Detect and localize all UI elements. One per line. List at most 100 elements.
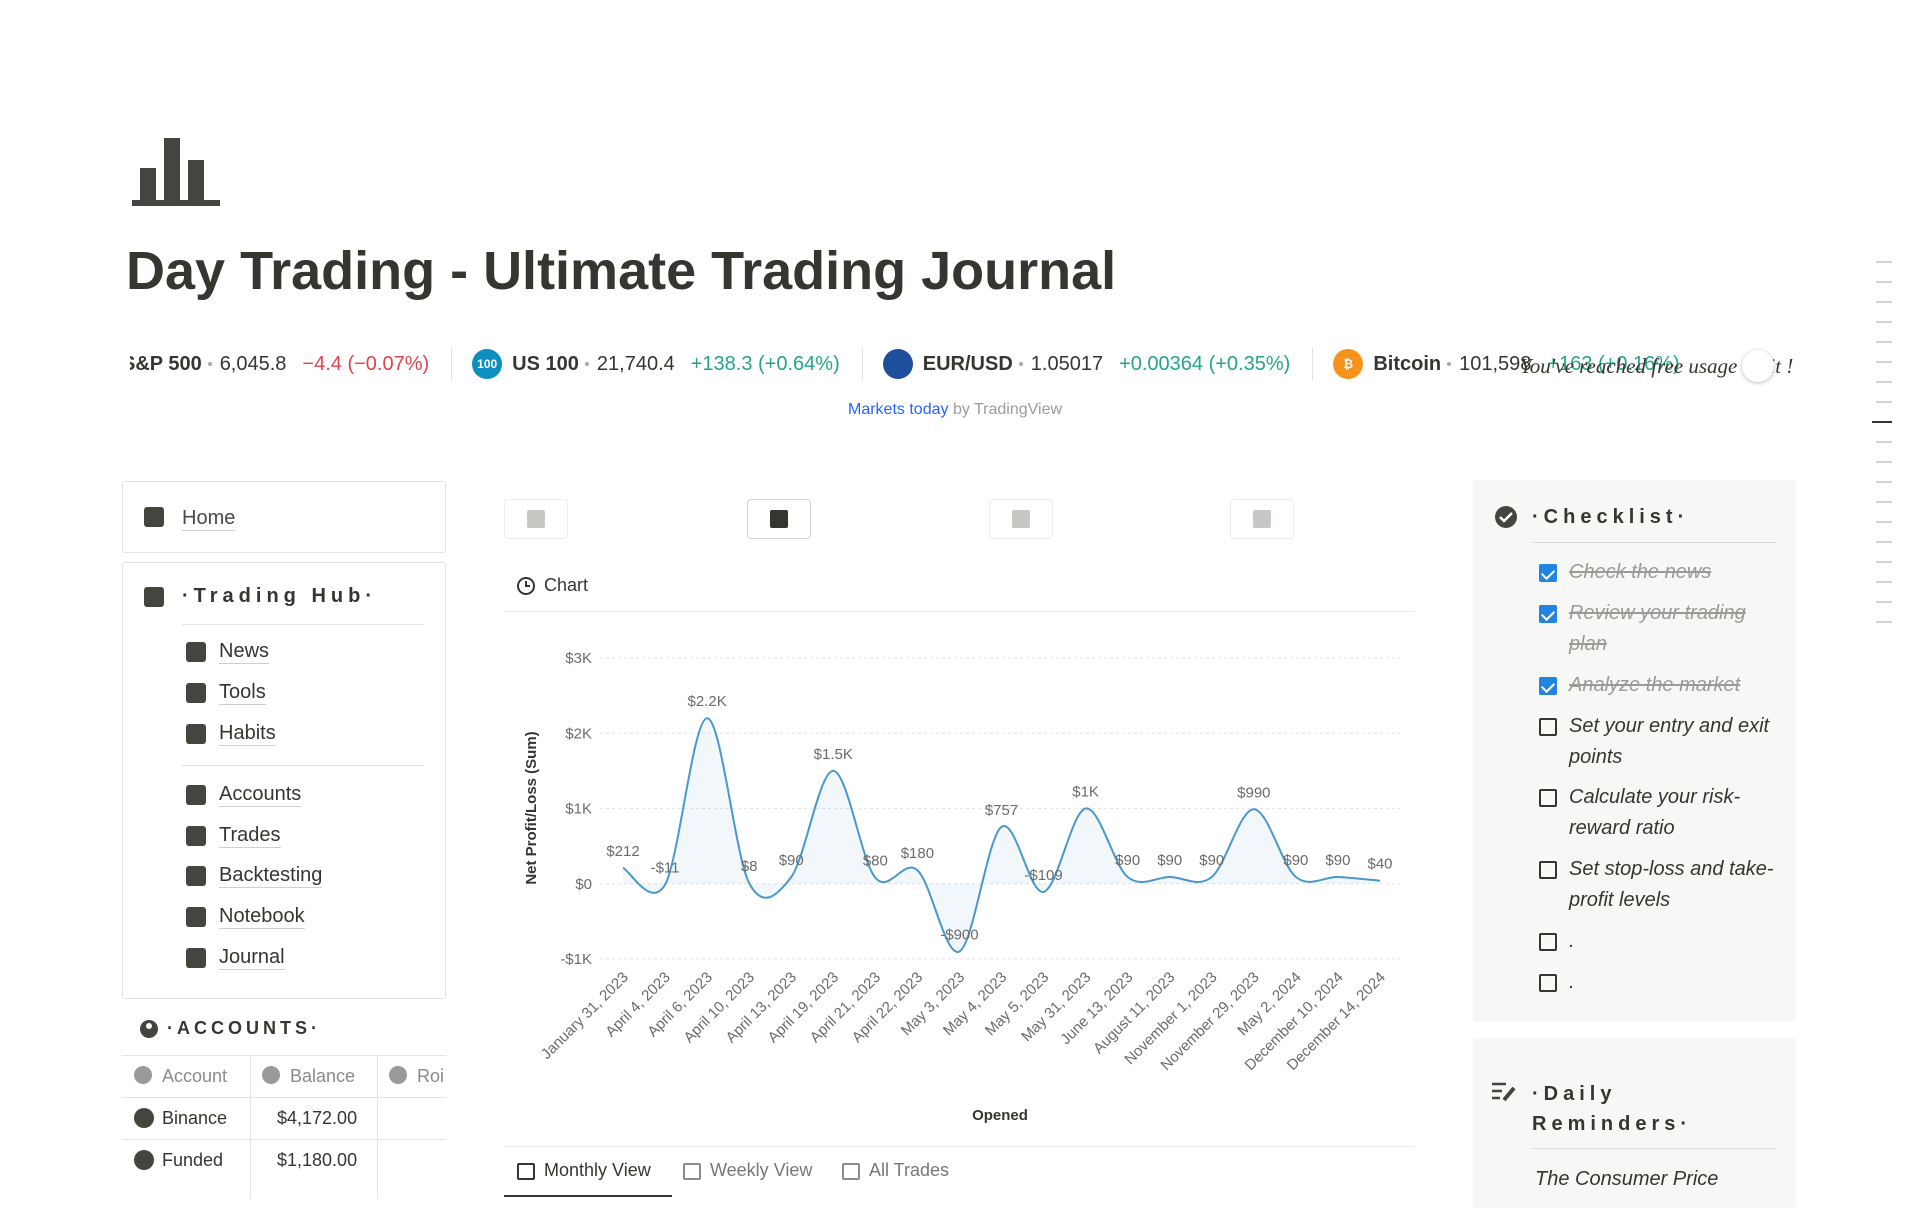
column-icon — [389, 1066, 407, 1084]
y-tick-label: $1K — [565, 801, 592, 818]
active-tab-underline — [504, 1195, 672, 1197]
y-tick-label: $0 — [575, 876, 592, 893]
view-tab[interactable]: Monthly View — [544, 1160, 651, 1180]
nav-link[interactable]: Habits — [219, 722, 276, 746]
view-button[interactable] — [504, 499, 568, 539]
data-label: -$109 — [1024, 867, 1062, 884]
credit: Markets today by TradingView — [848, 401, 1062, 419]
view-button-icon — [1012, 510, 1030, 528]
data-label: $90 — [1199, 852, 1224, 869]
credit-link[interactable]: Markets today — [848, 401, 949, 418]
accounts-title: ·ACCOUNTS· — [167, 1018, 321, 1038]
data-label: $90 — [1115, 852, 1140, 869]
view-tabs — [504, 1146, 1414, 1200]
data-label: $8 — [741, 858, 758, 875]
ticker-dot — [1018, 362, 1023, 366]
data-label: $990 — [1237, 784, 1270, 801]
checkbox[interactable] — [1539, 861, 1557, 879]
checkbox[interactable] — [1539, 974, 1557, 992]
checklist-icon — [1495, 506, 1517, 528]
checkbox[interactable] — [1539, 564, 1557, 582]
checklist-box — [1473, 480, 1796, 1022]
y-tick-label: $3K — [565, 650, 592, 667]
nav-link[interactable]: Notebook — [219, 905, 305, 929]
ticker-item[interactable]: ₿ Bitcoin 101,598 +163 (+0.16%) — [1312, 348, 1680, 380]
view-button-icon — [1253, 510, 1271, 528]
nav-link[interactable]: Tools — [219, 681, 266, 705]
view-tab[interactable]: All Trades — [869, 1160, 950, 1180]
view-button[interactable] — [1230, 499, 1294, 539]
ticker-change: +163 (+0.16%) — [1547, 352, 1680, 375]
checkbox[interactable] — [1539, 789, 1557, 807]
row-border — [122, 1097, 446, 1098]
divider — [1532, 1148, 1776, 1149]
nav-icon — [186, 826, 206, 846]
reminders-icon — [1492, 1082, 1516, 1102]
data-label: $212 — [606, 843, 639, 860]
account-name[interactable]: Binance — [162, 1108, 228, 1128]
reminders-title: ·Daily Reminders· — [1532, 1083, 1693, 1135]
row-border — [122, 1139, 446, 1140]
checkbox[interactable] — [1539, 605, 1557, 623]
divider — [182, 765, 424, 766]
nav-icon — [186, 724, 206, 744]
nav-link[interactable]: Backtesting — [219, 864, 323, 888]
ticker-price: 21,740.4 — [596, 352, 675, 375]
ticker-icon: 100 — [472, 349, 503, 379]
ticker-symbol: EUR/USD — [922, 352, 1013, 375]
data-label: $1K — [1072, 784, 1099, 801]
column-header: Account — [162, 1066, 228, 1086]
view-button[interactable] — [747, 499, 811, 539]
nav-icon — [186, 785, 206, 805]
data-label: $180 — [901, 845, 934, 862]
divider — [182, 624, 424, 625]
nav-link[interactable]: Accounts — [219, 783, 302, 807]
ticker-change: +138.3 (+0.64%) — [690, 352, 840, 375]
hub-icon — [144, 587, 164, 607]
ticker-icon — [882, 349, 913, 379]
ticker-symbol: US 100 — [512, 352, 579, 375]
view-tab[interactable]: Weekly View — [710, 1160, 813, 1180]
line-area — [623, 718, 1380, 952]
home-link[interactable]: Home — [182, 507, 236, 531]
ticker-item[interactable]: EUR/USD 1.05017 +0.00364 (+0.35%) — [861, 348, 1290, 380]
tradingview-logo — [1742, 350, 1774, 382]
view-button-icon — [527, 510, 545, 528]
ticker-change: −4.4 (−0.07%) — [302, 352, 430, 375]
nav-link[interactable]: Journal — [219, 946, 285, 970]
data-label: -$11 — [651, 860, 680, 877]
page-title: Day Trading - Ultimate Trading Journal — [126, 241, 1117, 301]
x-tick-label: June 13, 2023 — [1057, 969, 1136, 1048]
y-tick-label: $2K — [565, 725, 592, 742]
tab-icon — [683, 1163, 701, 1180]
y-axis-label: Net Profit/Loss (Sum) — [523, 731, 540, 884]
page-outline — [1872, 261, 1892, 623]
ticker-dot — [1447, 362, 1452, 366]
ticker-icon: ₿ — [1333, 349, 1364, 379]
checkbox[interactable] — [1539, 718, 1557, 736]
data-label: $90 — [1157, 852, 1182, 869]
data-label: $90 — [779, 852, 804, 869]
tab-icon — [842, 1163, 860, 1180]
nav-link[interactable]: News — [219, 640, 270, 664]
checkbox[interactable] — [1539, 933, 1557, 951]
data-label: $80 — [863, 853, 888, 870]
checklist-item: . — [1569, 930, 1575, 952]
ticker-dot — [584, 362, 589, 366]
view-button[interactable] — [989, 499, 1053, 539]
account-name[interactable]: Funded — [162, 1150, 224, 1170]
checkbox[interactable] — [1539, 677, 1557, 695]
page-icon — [132, 138, 220, 206]
ticker-dot — [207, 362, 212, 366]
checklist-title: ·Checklist· — [1532, 506, 1690, 528]
ticker-item[interactable]: S&P 500 6,045.8 −4.4 (−0.07%) — [130, 348, 429, 380]
nav-link[interactable]: Trades — [219, 824, 281, 848]
trading-hub-box — [122, 562, 446, 999]
column-line — [377, 1055, 378, 1199]
ticker-item[interactable]: 100 US 100 21,740.4 +138.3 (+0.64%) — [451, 348, 840, 380]
tab-icon — [517, 1163, 535, 1180]
data-label: $90 — [1325, 852, 1350, 869]
row-icon — [134, 1108, 154, 1128]
